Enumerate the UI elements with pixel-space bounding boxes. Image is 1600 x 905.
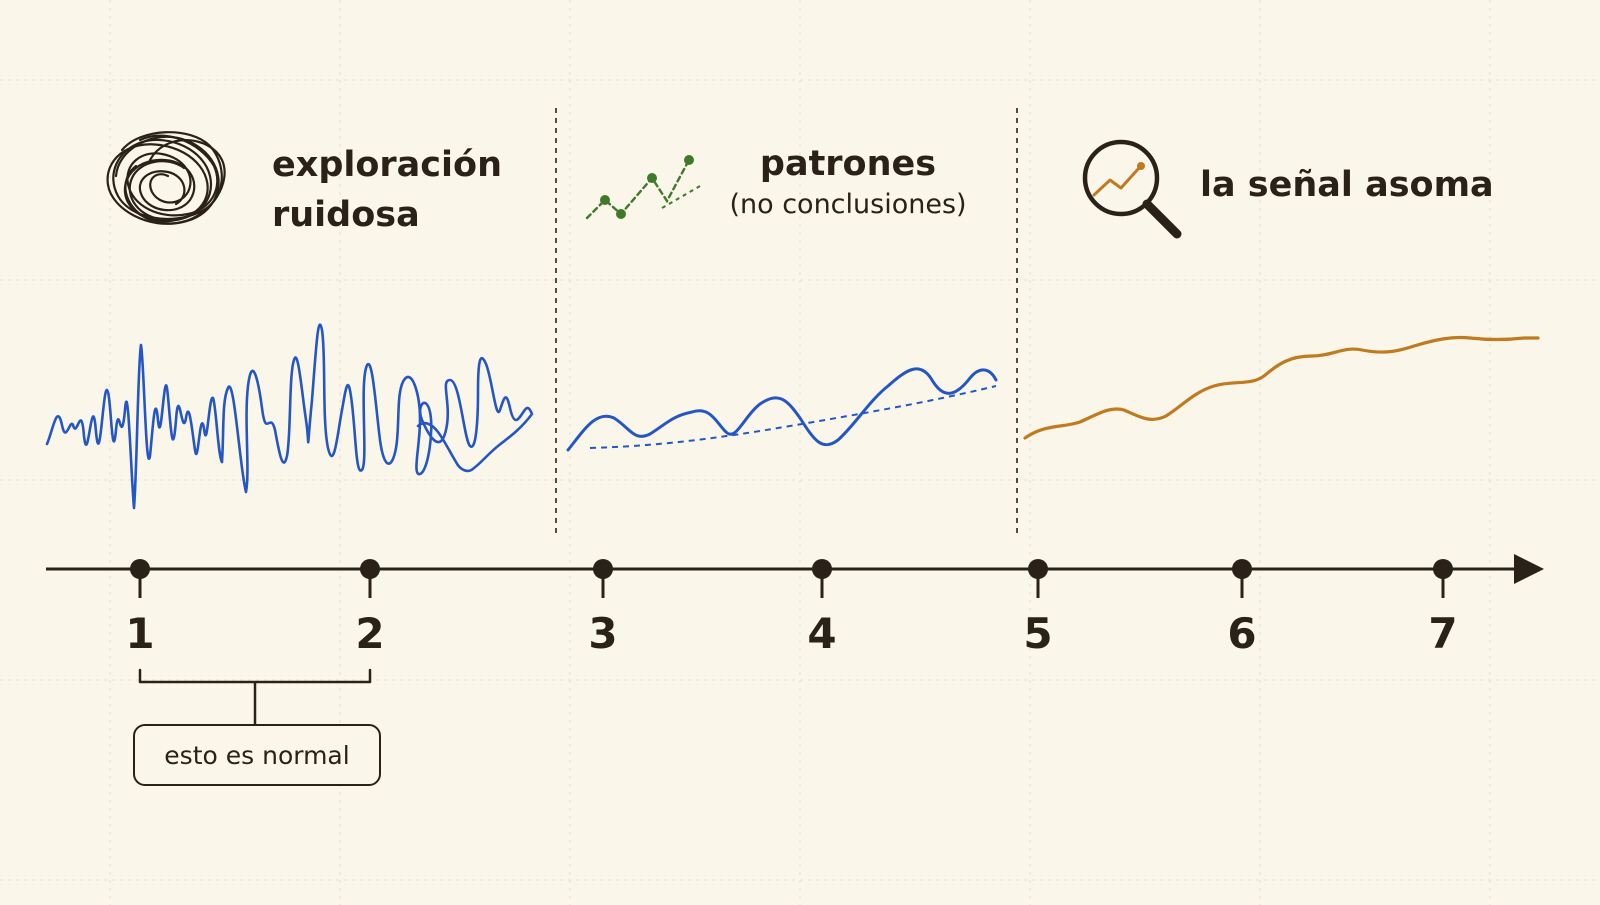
magnifier-trend-icon bbox=[1082, 139, 1182, 239]
tick-dot-7 bbox=[1433, 559, 1453, 579]
tick-label-1: 1 bbox=[125, 609, 155, 658]
tick-label-3: 3 bbox=[588, 609, 618, 658]
clear-signal-line bbox=[1023, 335, 1540, 440]
tick-dot-4 bbox=[812, 559, 832, 579]
tick-label-2: 2 bbox=[355, 609, 385, 658]
tick-dot-1 bbox=[130, 559, 150, 579]
phase-title-noisy-exploration: exploración ruidosa bbox=[272, 140, 502, 240]
noisy-signal-line bbox=[45, 323, 534, 510]
phase-title-subtitle: (no conclusiones) bbox=[729, 189, 967, 220]
phase-title-patterns: patrones (no conclusiones) bbox=[718, 140, 978, 222]
callout-bracket bbox=[138, 668, 372, 726]
tick-dot-6 bbox=[1232, 559, 1252, 579]
tick-label-4: 4 bbox=[807, 609, 837, 658]
phase-title-main: patrones bbox=[759, 144, 937, 184]
timeline-arrowhead bbox=[1514, 554, 1544, 584]
timeline-axis bbox=[46, 554, 1544, 598]
callout-box: esto es normal bbox=[133, 724, 381, 786]
pattern-trend-line bbox=[589, 385, 997, 449]
tangled-scribble-icon bbox=[106, 131, 226, 225]
phase-title-line-2: ruidosa bbox=[272, 195, 420, 235]
tick-dot-2 bbox=[360, 559, 380, 579]
pattern-signal-line bbox=[566, 367, 998, 452]
phase-title-line-1: exploración bbox=[272, 145, 502, 185]
tick-dot-3 bbox=[593, 559, 613, 579]
tick-label-6: 6 bbox=[1227, 609, 1257, 658]
tick-label-7: 7 bbox=[1428, 609, 1458, 658]
tick-label-5: 5 bbox=[1023, 609, 1053, 658]
tick-dot-5 bbox=[1028, 559, 1048, 579]
phase-title-signal-emerges: la señal asoma bbox=[1200, 165, 1494, 205]
dotted-trend-line-icon bbox=[585, 155, 701, 220]
